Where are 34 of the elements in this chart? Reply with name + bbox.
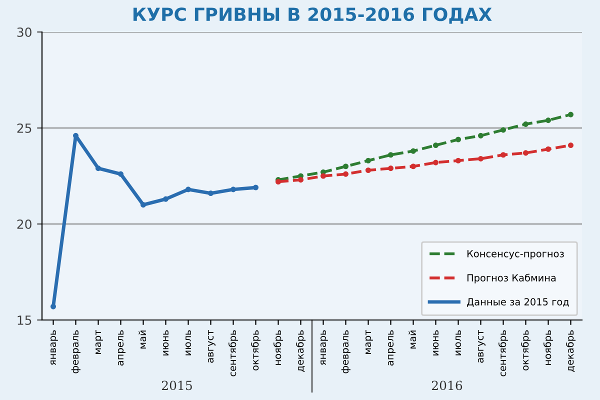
legend-label: Консенсус-прогноз (467, 250, 564, 260)
x-tick-label: январь (320, 330, 328, 365)
x-tick-label: декабрь (566, 330, 576, 372)
y-tick-label: 30 (17, 27, 32, 37)
x-tick-label: май (138, 330, 146, 348)
text: 2016 (432, 380, 462, 390)
x-tick-label: ноябрь (273, 330, 284, 365)
x-tick-label: март (95, 330, 103, 354)
chart-title: КУРС ГРИВНЫ В 2015-2016 ГОДАХ (134, 7, 492, 24)
x-tick-label: июль (455, 330, 462, 356)
x-tick-label: декабрь (296, 330, 306, 372)
y-tick-label: 20 (17, 219, 32, 229)
x-tick-label: апрель (118, 330, 126, 366)
y-tick-label: 25 (17, 123, 32, 133)
x-tick-label: октябрь (520, 330, 531, 370)
x-tick-label: июнь (432, 330, 439, 356)
x-tick-label: ноябрь (543, 330, 554, 365)
legend-label: Прогноз Кабмина (467, 274, 556, 284)
x-tick-label: апрель (388, 330, 396, 366)
x-tick-label: май (408, 330, 416, 348)
text: 2015 (162, 380, 192, 390)
x-tick-label: август (208, 330, 216, 363)
x-tick-label: сентябрь (228, 330, 238, 376)
x-tick-label: июнь (162, 330, 169, 356)
x-tick-label: февраль (341, 330, 350, 374)
x-tick-label: август (478, 330, 486, 363)
x-tick-label: июль (185, 330, 192, 356)
x-tick-label: январь (50, 330, 58, 365)
x-tick-label: март (365, 330, 373, 354)
x-tick-label: февраль (71, 330, 80, 374)
x-tick-label: сентябрь (498, 330, 508, 376)
x-tick-label: октябрь (250, 330, 261, 370)
y-tick-label: 15 (18, 316, 32, 325)
legend-label: Данные за 2015 год (467, 298, 569, 307)
